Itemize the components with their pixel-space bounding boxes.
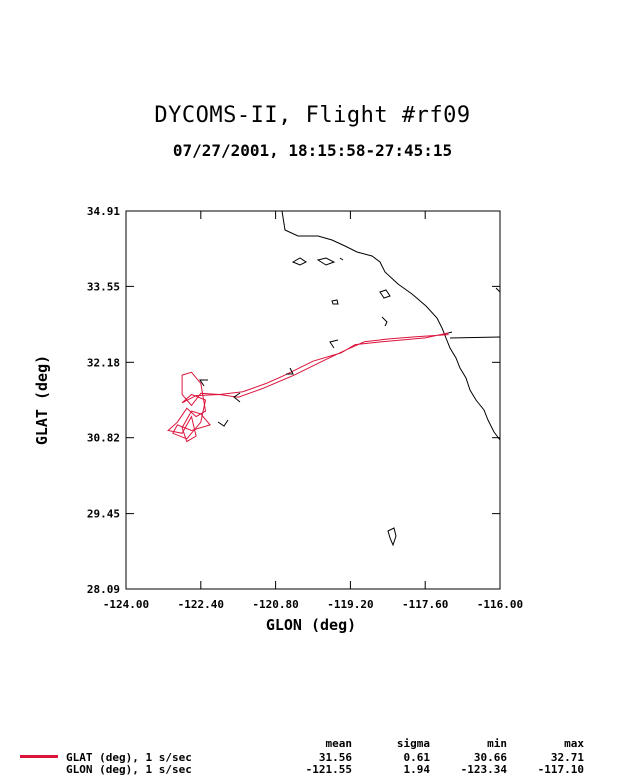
- y-axis-label: GLAT (deg): [33, 355, 51, 445]
- x-axis-label: GLON (deg): [266, 616, 356, 634]
- series-line: [167, 332, 449, 443]
- y-tick-label: 33.55: [87, 280, 120, 293]
- stats-row-glat-min: 30.66: [473, 751, 507, 764]
- statistics-legend: mean sigma min max GLAT (deg), 1 s/sec 3…: [0, 734, 625, 780]
- stats-header-mean: mean: [325, 737, 353, 750]
- stats-row-glon-max: -117.10: [537, 763, 584, 776]
- y-tick-label: 34.91: [87, 205, 120, 218]
- axes: -124.00 -122.40 -120.80 -119.20 -117.60 -116.…: [87, 205, 523, 611]
- stats-header-sigma: sigma: [396, 737, 430, 750]
- stats-row-glon-sigma: 1.94: [403, 763, 431, 776]
- stats-row-glon-mean: -121.55: [305, 763, 352, 776]
- chart-title: DYCOMS-II, Flight #rf09: [154, 103, 471, 128]
- x-tick-label: -122.40: [178, 598, 224, 611]
- track-direction-arrows: [199, 339, 339, 427]
- y-tick-label: 32.18: [87, 356, 120, 369]
- y-tick-label: 30.82: [87, 432, 120, 445]
- stats-row-glat-max: 32.71: [550, 751, 584, 764]
- flight-track-chart: -124.00 -122.40 -120.80 -119.20 -117.60 -116.…: [33, 205, 523, 634]
- stats-row-glat-mean: 31.56: [318, 751, 352, 764]
- y-tick-label: 28.09: [87, 583, 120, 596]
- y-tick-label: 29.45: [87, 508, 120, 521]
- stats-row-glon-label: GLON (deg), 1 s/sec: [66, 763, 192, 776]
- x-tick-label: -117.60: [402, 598, 448, 611]
- chart-subtitle: 07/27/2001, 18:15:58-27:45:15: [172, 141, 453, 160]
- stats-row-glon-min: -123.34: [460, 763, 507, 776]
- x-tick-label: -120.80: [252, 598, 298, 611]
- flight-track: [167, 332, 449, 443]
- stats-row-glat-label: GLAT (deg), 1 s/sec: [66, 751, 192, 764]
- coastline: [281, 210, 501, 547]
- legend-swatch: [20, 755, 58, 758]
- x-tick-label: -124.00: [103, 598, 149, 611]
- x-tick-label: -116.00: [477, 598, 523, 611]
- stats-header-max: max: [564, 737, 584, 750]
- plot-frame: [125, 210, 501, 590]
- stats-header-min: min: [487, 737, 507, 750]
- x-tick-label: -119.20: [327, 598, 373, 611]
- stats-row-glat-sigma: 0.61: [403, 751, 431, 764]
